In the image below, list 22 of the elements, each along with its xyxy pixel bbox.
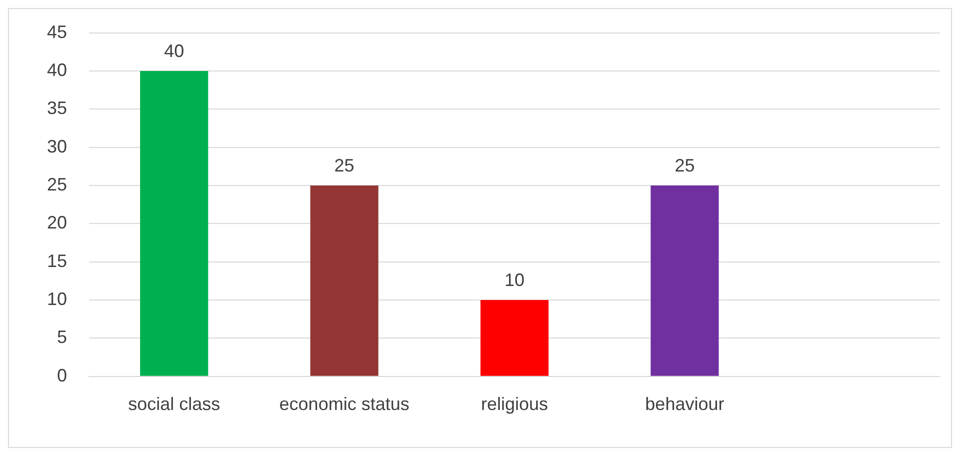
y-tick-label: 30 bbox=[46, 136, 68, 156]
data-label: 40 bbox=[164, 40, 184, 61]
data-label: 25 bbox=[334, 155, 354, 176]
y-tick-label: 10 bbox=[46, 289, 68, 310]
y-tick-label: 5 bbox=[57, 327, 68, 348]
x-tick-label: economic status bbox=[279, 394, 410, 414]
y-tick-label: 15 bbox=[46, 250, 68, 271]
x-tick-label: behaviour bbox=[645, 394, 724, 414]
data-label: 10 bbox=[504, 270, 525, 290]
y-tick-label: 40 bbox=[46, 60, 68, 80]
y-tick-label: 35 bbox=[46, 98, 68, 118]
y-tick-label: 25 bbox=[46, 174, 68, 194]
data-label: 25 bbox=[674, 155, 695, 176]
bar bbox=[310, 186, 378, 376]
bar bbox=[140, 70, 208, 376]
x-tick-label: religious bbox=[480, 394, 548, 414]
y-tick-label: 0 bbox=[57, 365, 68, 386]
y-tick-label: 45 bbox=[46, 22, 68, 42]
x-tick-label: social class bbox=[128, 394, 220, 414]
bar bbox=[480, 300, 549, 376]
y-tick-label: 20 bbox=[46, 212, 68, 233]
bar bbox=[650, 186, 719, 376]
